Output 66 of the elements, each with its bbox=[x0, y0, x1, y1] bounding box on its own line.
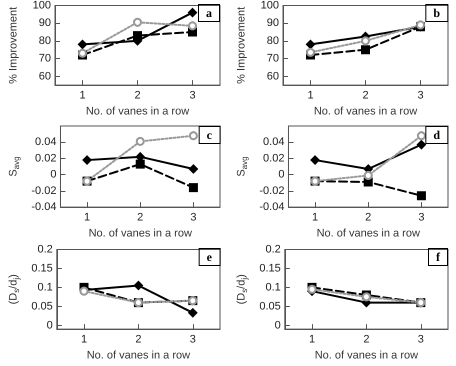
y-tick-label: 0 bbox=[46, 319, 53, 332]
x-tick-label: 3 bbox=[190, 334, 196, 346]
x-tick-label: 1 bbox=[79, 90, 86, 102]
y-tick-label: 0.05 bbox=[31, 300, 53, 312]
x-axis-title: No. of vanes in a row bbox=[86, 106, 190, 118]
x-tick-label: 3 bbox=[190, 212, 196, 224]
x-axis-title: No. of vanes in a row bbox=[316, 228, 420, 240]
y-axis-title: Savg bbox=[236, 156, 249, 177]
x-tick-label: 2 bbox=[135, 334, 142, 346]
x-tick-label: 3 bbox=[418, 334, 424, 346]
y-tick-label: 0 bbox=[50, 168, 56, 181]
x-tick-label: 2 bbox=[365, 212, 372, 224]
y-tick-label: 0 bbox=[274, 319, 281, 332]
y-axis-title: (Ds/dj) bbox=[236, 274, 249, 304]
x-tick-label: 1 bbox=[312, 212, 318, 224]
y-axis-title: % Improvement bbox=[236, 6, 248, 84]
y-tick-label: 0 bbox=[278, 168, 284, 181]
annotation: f bbox=[436, 250, 442, 264]
y-axis-title: % Improvement bbox=[8, 6, 20, 84]
x-tick-label: 2 bbox=[363, 334, 370, 346]
y-tick-label: -0.04 bbox=[259, 201, 284, 214]
y-tick-label: 90 bbox=[266, 17, 279, 30]
y-tick-label: 0.2 bbox=[266, 244, 281, 256]
x-tick-label: 2 bbox=[137, 212, 144, 224]
x-axis-title: No. of vanes in a row bbox=[86, 350, 190, 362]
y-tick-label: 90 bbox=[38, 17, 51, 30]
y-tick-label: -0.04 bbox=[31, 201, 56, 214]
y-tick-label: 0.1 bbox=[266, 281, 281, 294]
y-tick-label: 60 bbox=[38, 70, 51, 82]
y-tick-label: 60 bbox=[266, 70, 279, 82]
annotation: d bbox=[433, 128, 440, 142]
x-tick-label: 3 bbox=[418, 212, 424, 224]
annotation: b bbox=[433, 6, 440, 20]
x-axis-title: No. of vanes in a row bbox=[314, 350, 418, 362]
x-tick-label: 1 bbox=[84, 212, 90, 224]
x-axis-title: No. of vanes in a row bbox=[314, 106, 418, 118]
y-tick-label: 0.05 bbox=[259, 300, 281, 312]
y-tick-label: 100 bbox=[260, 0, 279, 12]
y-tick-label: 100 bbox=[32, 0, 51, 12]
x-axis-title: No. of vanes in a row bbox=[88, 228, 192, 240]
y-tick-label: 0.02 bbox=[35, 152, 56, 164]
annotation: a bbox=[206, 6, 212, 20]
y-tick-label: 0.02 bbox=[263, 152, 284, 164]
x-tick-label: 2 bbox=[362, 90, 369, 102]
x-tick-label: 2 bbox=[134, 90, 141, 102]
x-tick-label: 1 bbox=[307, 90, 314, 102]
y-tick-label: 0.2 bbox=[38, 244, 53, 256]
annotation: c bbox=[206, 128, 213, 142]
y-tick-label: 0.15 bbox=[31, 262, 53, 274]
y-tick-label: 80 bbox=[38, 34, 51, 47]
y-axis-title: (Ds/dj) bbox=[8, 274, 21, 304]
y-tick-label: 0.04 bbox=[35, 136, 56, 148]
annotation: e bbox=[206, 250, 213, 264]
y-axis-title: Savg bbox=[8, 156, 21, 177]
y-tick-label: 70 bbox=[266, 52, 279, 65]
y-tick-label: -0.02 bbox=[259, 184, 284, 197]
y-tick-label: -0.02 bbox=[31, 184, 56, 197]
x-tick-label: 1 bbox=[80, 334, 88, 346]
x-tick-label: 3 bbox=[189, 90, 196, 102]
y-tick-label: 70 bbox=[38, 52, 51, 65]
y-tick-label: 0.04 bbox=[263, 136, 284, 148]
y-tick-label: 0.15 bbox=[259, 262, 281, 274]
x-tick-label: 1 bbox=[308, 334, 316, 346]
x-tick-label: 3 bbox=[417, 90, 424, 102]
y-tick-label: 0.1 bbox=[38, 281, 53, 294]
y-tick-label: 80 bbox=[266, 34, 279, 47]
